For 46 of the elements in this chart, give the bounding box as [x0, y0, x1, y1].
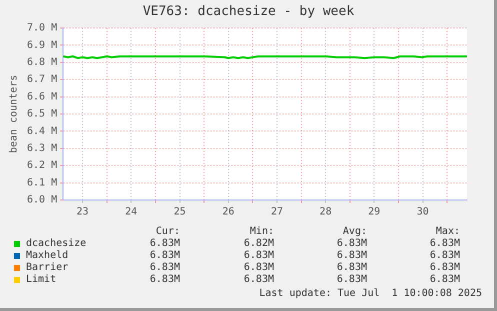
text: Min: [248, 226, 274, 238]
x-tick-label: 27 [270, 206, 283, 218]
text: 6.83M [336, 262, 367, 274]
legend-label: Barrier [26, 262, 68, 274]
y-tick-label: 6.1 M [26, 177, 58, 188]
y-tick-label: 6.9 M [26, 40, 58, 51]
text: 6.83M [148, 274, 180, 286]
y-tick-label: 6.8 M [26, 56, 58, 68]
y-tick-label: 6.2 M [26, 160, 58, 172]
y-tick-label: 7.0 M [26, 22, 58, 34]
chart-title: VE763: dcachesize - by week [142, 4, 356, 19]
y-tick-label: 6.0 M [26, 194, 58, 206]
text: Avg: [342, 226, 367, 238]
legend-label: dcachesize [26, 238, 86, 250]
x-tick-label: 25 [174, 206, 186, 218]
y-tick-label: 6.4 M [26, 126, 58, 137]
text: 6.83M [148, 238, 180, 250]
text: 6.83M [336, 250, 367, 262]
text: 6.83M [428, 274, 460, 286]
text: 6.83M [336, 274, 367, 286]
y-tick-label: 6.6 M [26, 91, 58, 102]
x-tick-label: 30 [416, 206, 429, 218]
y-tick-label: 6.5 M [26, 108, 58, 120]
text: Max: [434, 226, 460, 238]
text: 6.83M [428, 262, 460, 274]
legend-label: Limit [26, 274, 56, 286]
y-tick-label: 6.7 M [26, 74, 58, 86]
text: 6.83M [148, 250, 180, 262]
text: 6.83M [242, 274, 274, 286]
y-axis-title: bean counters [8, 74, 20, 154]
text: 6.82M [242, 238, 274, 250]
y-tick-label: 6.3 M [26, 142, 58, 154]
x-tick-label: 29 [368, 206, 380, 218]
text: 6.83M [242, 262, 274, 274]
text: 6.83M [336, 238, 367, 250]
text: 6.83M [428, 238, 460, 250]
text: Cur: [154, 226, 180, 238]
legend-label: Maxheld [26, 250, 68, 262]
x-tick-label: 23 [76, 206, 89, 218]
text: 6.83M [428, 250, 460, 262]
text: 6.83M [148, 262, 180, 274]
text: 6.83M [242, 250, 274, 262]
x-tick-label: 24 [125, 206, 138, 218]
x-tick-label: 28 [320, 206, 332, 218]
text: Last update: Tue Jul 1 10:00:08 2025 [259, 288, 482, 299]
x-tick-label: 26 [222, 206, 234, 218]
